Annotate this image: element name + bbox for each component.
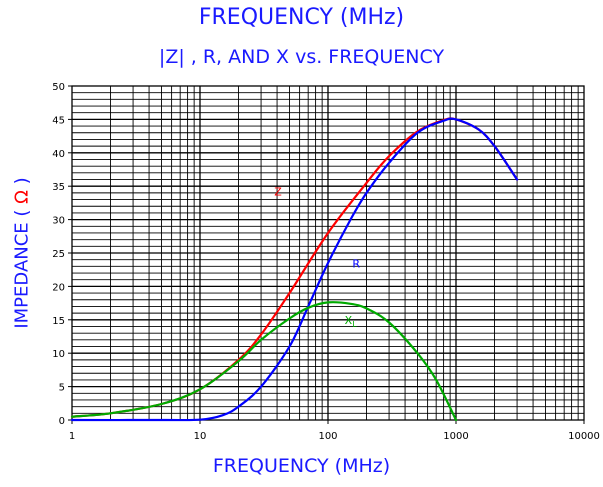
series-labels: Z R XL: [274, 186, 360, 329]
x-tick-label: 1: [69, 431, 75, 442]
x-tick-label: 1000: [443, 431, 468, 442]
x-axis-title: FREQUENCY (MHz): [212, 455, 391, 477]
y-tick-label: 30: [52, 216, 65, 227]
series-label-z: Z: [274, 186, 282, 199]
x-tick-label: 10000: [568, 431, 600, 442]
y-tick-label: 25: [52, 249, 65, 260]
series-line-xl: [70, 301, 458, 422]
series-line-r: [70, 117, 519, 422]
x-tick-label: 10: [194, 431, 207, 442]
y-tick-label: 20: [52, 282, 65, 293]
series-label-r: R: [352, 258, 360, 271]
y-tick-label: 35: [52, 182, 65, 193]
series-lines: [70, 117, 519, 422]
chart-title: |Z| , R, AND X vs. FREQUENCY: [158, 46, 445, 68]
x-tick-label: 100: [318, 431, 337, 442]
y-tick-label: 15: [52, 316, 65, 327]
series-label-xl: XL: [345, 314, 358, 329]
y-tick-label: 5: [59, 383, 65, 394]
y-tick-label: 40: [52, 149, 65, 160]
y-tick-label: 10: [52, 349, 65, 360]
tick-labels: 0 5 10 15 20 25 30 35 40 45 50 1 10 100 1000 10000: [52, 82, 600, 442]
y-tick-label: 45: [52, 115, 65, 126]
y-tick-label: 50: [52, 82, 65, 93]
y-tick-label: 0: [59, 416, 65, 427]
page-title: FREQUENCY (MHz): [198, 5, 405, 30]
grid-lines: [72, 86, 584, 420]
